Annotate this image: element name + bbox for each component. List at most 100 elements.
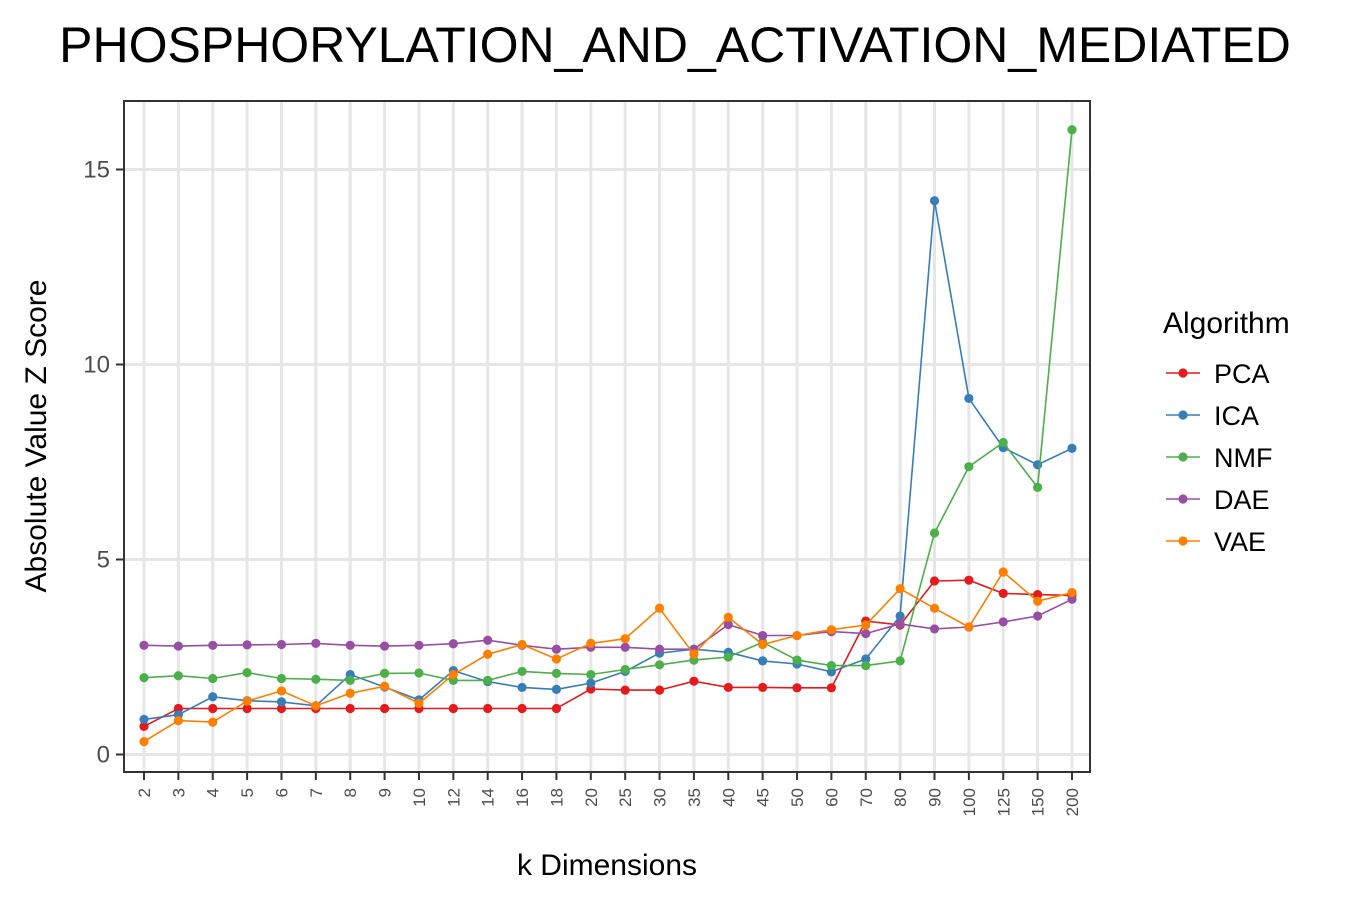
legend-point-pca [1178, 368, 1188, 378]
data-point-vae [1067, 588, 1077, 598]
data-point-nmf [173, 671, 183, 681]
x-tick-label: 12 [444, 788, 463, 807]
data-point-dae [758, 630, 768, 641]
data-point-nmf [483, 675, 493, 686]
data-point-pca [551, 703, 562, 714]
legend-point-vae [1178, 536, 1188, 546]
data-point-vae [242, 696, 252, 706]
x-tick-label: 2 [135, 788, 154, 797]
data-point-vae [620, 634, 630, 644]
x-tick-label: 7 [307, 788, 326, 797]
x-tick-label: 25 [616, 788, 635, 807]
data-point-pca [208, 703, 218, 714]
x-tick-label: 4 [204, 788, 223, 797]
y-axis-title: Absolute Value Z Score [20, 280, 53, 593]
data-point-nmf [345, 675, 355, 686]
data-point-nmf [1033, 482, 1043, 492]
data-point-pca [1033, 590, 1043, 600]
data-point-nmf [620, 664, 630, 675]
data-point-nmf [242, 668, 252, 678]
data-point-pca [276, 703, 287, 714]
data-point-pca [654, 685, 665, 695]
data-point-vae [414, 698, 424, 709]
data-point-nmf [311, 674, 321, 684]
data-point-vae [723, 612, 733, 622]
data-point-vae [689, 649, 699, 659]
data-point-vae [173, 715, 183, 726]
data-point-nmf [551, 668, 562, 678]
data-point-pca [723, 682, 733, 693]
data-point-ica [1067, 443, 1077, 453]
series-line-vae [143, 570, 1073, 743]
y-tick-label: 15 [83, 157, 110, 184]
data-point-vae [826, 625, 837, 635]
y-tick-label: 10 [83, 352, 110, 379]
data-point-ica [586, 678, 596, 688]
legend-label-nmf: NMF [1214, 443, 1272, 473]
x-tick-label: 200 [1063, 788, 1082, 816]
data-point-dae [929, 624, 940, 634]
data-point-nmf [792, 655, 802, 665]
x-tick-label: 70 [857, 788, 876, 807]
x-tick-label: 10 [410, 788, 429, 807]
data-point-ica [929, 196, 940, 206]
data-point-nmf [517, 666, 527, 677]
data-point-vae [929, 603, 940, 613]
data-point-nmf [414, 668, 424, 678]
data-point-dae [723, 620, 733, 630]
data-point-pca [517, 703, 527, 714]
data-point-dae [1067, 594, 1077, 604]
data-point-vae [448, 669, 458, 680]
data-point-ica [517, 682, 527, 693]
data-point-nmf [1067, 125, 1077, 135]
x-tick-label: 150 [1029, 788, 1048, 816]
legend-title: Algorithm [1163, 307, 1290, 340]
legend-point-ica [1178, 410, 1188, 420]
legend: Algorithm PCA ICA NMF DAE VAE [1163, 307, 1290, 557]
data-point-vae [483, 649, 493, 659]
data-point-dae [379, 641, 390, 651]
data-point-nmf [998, 437, 1008, 448]
series-line-nmf [143, 129, 1073, 682]
data-point-dae [276, 639, 287, 650]
x-axis-title: k Dimensions [517, 849, 697, 882]
legend-label-vae: VAE [1214, 527, 1266, 557]
data-point-dae [448, 639, 458, 649]
data-point-dae [895, 619, 905, 629]
data-point-ica [551, 684, 562, 694]
data-point-nmf [586, 669, 596, 680]
data-point-nmf [826, 660, 837, 671]
data-point-pca [964, 575, 974, 585]
data-point-dae [861, 629, 871, 639]
data-point-dae [1033, 611, 1043, 621]
legend-point-nmf [1178, 452, 1188, 462]
data-point-dae [173, 641, 183, 651]
x-tick-label: 9 [376, 788, 395, 797]
data-point-nmf [723, 652, 733, 662]
data-point-dae [998, 617, 1008, 627]
data-point-nmf [654, 660, 665, 670]
data-point-nmf [895, 656, 905, 666]
data-point-vae [895, 584, 905, 594]
data-point-ica [758, 656, 768, 666]
data-point-vae [551, 654, 562, 664]
series-line-pca [143, 579, 1073, 728]
data-point-dae [139, 640, 149, 650]
data-point-pca [792, 683, 802, 693]
data-point-vae [792, 630, 802, 641]
chart-title: PHOSPHORYLATION_AND_ACTIVATION_MEDIATED [59, 17, 1291, 73]
legend-label-dae: DAE [1214, 485, 1270, 515]
data-point-pca [242, 703, 252, 714]
x-tick-label: 100 [960, 788, 979, 816]
x-tick-label: 40 [719, 788, 738, 807]
data-point-dae [620, 642, 630, 652]
data-point-vae [208, 717, 218, 727]
data-point-nmf [379, 668, 390, 678]
data-point-vae [311, 701, 321, 711]
x-tick-label: 6 [272, 788, 291, 797]
data-point-pca [826, 683, 837, 693]
x-tick-label: 3 [169, 788, 188, 797]
data-point-vae [276, 686, 287, 696]
data-point-ica [139, 714, 149, 725]
